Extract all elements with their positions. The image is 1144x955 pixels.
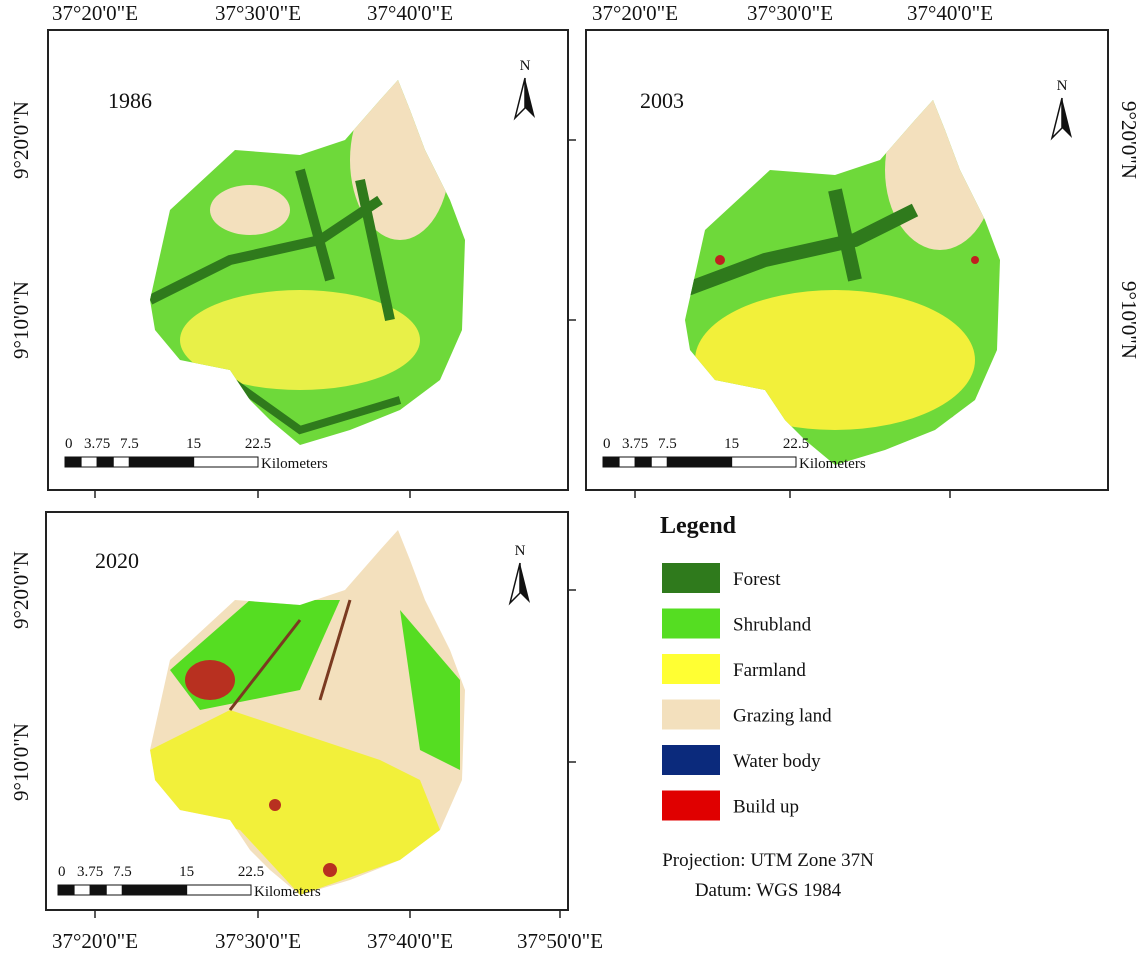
scale-bar-segment (194, 457, 258, 467)
longitude-label: 37°20'0"E (592, 1, 678, 25)
scale-bar-unit: Kilometers (254, 884, 321, 900)
scale-bar-unit: Kilometers (799, 456, 866, 472)
north-arrow (525, 78, 535, 118)
longitude-label: 37°40'0"E (907, 1, 993, 25)
latitude-label: 9°20'0"N (1117, 101, 1141, 179)
scale-bar-label: 15 (186, 436, 201, 452)
scale-bar-label: 22.5 (238, 864, 264, 880)
projection-note: Projection: UTM Zone 37N (662, 850, 874, 871)
scale-bar-segment (58, 885, 74, 895)
scale-bar-label: 15 (179, 864, 194, 880)
latitude-label: 9°10'0"N (1117, 281, 1141, 359)
longitude-label: 37°30'0"E (215, 1, 301, 25)
scale-bar-segment (122, 885, 186, 895)
legend-label: Build up (733, 797, 799, 818)
legend-swatch (662, 563, 720, 593)
legend-swatch (662, 609, 720, 639)
scale-bar-label: 3.75 (622, 436, 648, 452)
longitude-label: 37°40'0"E (367, 929, 453, 953)
scale-bar-unit: Kilometers (261, 456, 328, 472)
latitude-label: 9°10'0"N (9, 723, 33, 801)
longitude-label: 37°20'0"E (52, 929, 138, 953)
longitude-label: 37°50'0"E (517, 929, 603, 953)
year-label: 2020 (95, 548, 139, 573)
land-cover-map (140, 520, 480, 910)
north-arrow (515, 78, 525, 118)
land-cover-map (140, 70, 480, 460)
scale-bar-segment (667, 457, 731, 467)
latitude-label: 9°10'0"N (9, 281, 33, 359)
scale-bar-segment (106, 885, 122, 895)
scale-bar-segment (603, 457, 619, 467)
north-label: N (1057, 78, 1068, 94)
north-label: N (515, 543, 526, 559)
map-figure: 37°20'0"E 37°30'0"E 37°40'0"E 37°20'0"E 37°3… (0, 0, 1144, 955)
scale-bar-label: 7.5 (120, 436, 139, 452)
north-arrow (1052, 98, 1062, 138)
north-label: N (520, 58, 531, 74)
longitude-label: 37°40'0"E (367, 1, 453, 25)
scale-bar-segment (81, 457, 97, 467)
north-arrow (1062, 98, 1072, 138)
scale-bar-segment (74, 885, 90, 895)
scale-bar-label: 22.5 (245, 436, 271, 452)
north-arrow (510, 563, 520, 603)
legend-label: Shrubland (733, 615, 812, 636)
scale-bar-segment (129, 457, 193, 467)
latitude-label: 9°20'0"N (9, 101, 33, 179)
legend-label: Grazing land (733, 706, 832, 727)
scale-bar-segment (65, 457, 81, 467)
legend-swatch (662, 700, 720, 730)
land-cover-map (675, 90, 1015, 480)
longitude-label: 37°30'0"E (215, 929, 301, 953)
scale-bar-label: 7.5 (113, 864, 132, 880)
legend-label: Forest (733, 569, 781, 590)
scale-bar-label: 22.5 (783, 436, 809, 452)
scale-bar-segment (90, 885, 106, 895)
legend-swatch (662, 745, 720, 775)
longitude-label: 37°30'0"E (747, 1, 833, 25)
scale-bar-label: 3.75 (84, 436, 110, 452)
legend-title: Legend (660, 513, 737, 539)
latitude-label: 9°20'0"N (9, 551, 33, 629)
scale-bar-segment (635, 457, 651, 467)
scale-bar-segment (619, 457, 635, 467)
scale-bar-segment (732, 457, 796, 467)
scale-bar-segment (97, 457, 113, 467)
scale-bar-label: 0 (65, 436, 73, 452)
year-label: 2003 (640, 88, 684, 113)
legend-swatch (662, 791, 720, 821)
legend-label: Water body (733, 751, 821, 772)
year-label: 1986 (108, 88, 152, 113)
longitude-label: 37°20'0"E (52, 1, 138, 25)
legend-swatch (662, 654, 720, 684)
scale-bar-label: 15 (724, 436, 739, 452)
datum-note: Datum: WGS 1984 (695, 880, 842, 901)
scale-bar-segment (651, 457, 667, 467)
scale-bar-segment (113, 457, 129, 467)
scale-bar-label: 0 (603, 436, 611, 452)
scale-bar-label: 3.75 (77, 864, 103, 880)
scale-bar-label: 7.5 (658, 436, 677, 452)
north-arrow (520, 563, 530, 603)
scale-bar-label: 0 (58, 864, 66, 880)
scale-bar-segment (187, 885, 251, 895)
legend-label: Farmland (733, 660, 806, 681)
